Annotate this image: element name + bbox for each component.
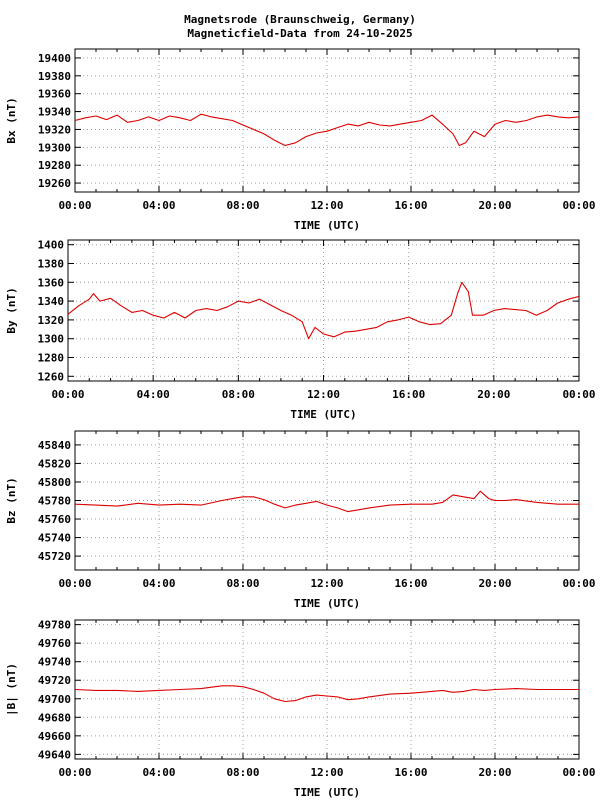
chart-title-line-1: Magnetsrode (Braunschweig, Germany) xyxy=(184,13,416,26)
by-xtick-label: 04:00 xyxy=(137,388,170,401)
by-xtick-label: 00:00 xyxy=(51,388,84,401)
by-ytick-label: 1320 xyxy=(38,314,65,327)
btotal-series-line xyxy=(74,685,579,703)
by-series-line xyxy=(67,281,580,340)
bz-ytick-label: 45760 xyxy=(38,513,71,526)
btotal-ytick-label: 49780 xyxy=(38,619,71,632)
bz-ytick-label: 45800 xyxy=(38,476,71,489)
by-ytick-label: 1400 xyxy=(38,239,65,252)
btotal-xtick-label: 04:00 xyxy=(142,766,175,779)
bx-xtick-label: 08:00 xyxy=(226,199,259,212)
bz-series-line xyxy=(74,490,579,513)
bz-plot-frame xyxy=(74,430,580,571)
btotal-xtick-label: 16:00 xyxy=(394,766,427,779)
btotal-ytick-label: 49700 xyxy=(38,693,71,706)
bz-ytick-label: 45820 xyxy=(38,457,71,470)
bz-ytick-label: 45720 xyxy=(38,550,71,563)
btotal-xtick-label: 00:00 xyxy=(58,766,91,779)
btotal-ytick-label: 49760 xyxy=(38,637,71,650)
bz-xlabel: TIME (UTC) xyxy=(294,597,360,610)
bx-xtick-label: 20:00 xyxy=(478,199,511,212)
bz-ylabel: Bz (nT) xyxy=(5,477,18,523)
bx-xtick-label: 16:00 xyxy=(394,199,427,212)
btotal-ytick-label: 49660 xyxy=(38,730,71,743)
bx-xtick-label: 00:00 xyxy=(58,199,91,212)
btotal-xtick-label: 00:00 xyxy=(562,766,595,779)
bx-xtick-label: 04:00 xyxy=(142,199,175,212)
by-ytick-label: 1280 xyxy=(38,352,65,365)
bx-ytick-label: 19260 xyxy=(38,177,71,190)
bx-ytick-label: 19300 xyxy=(38,141,71,154)
btotal-ylabel: |B| (nT) xyxy=(5,663,18,716)
by-ylabel: By (nT) xyxy=(5,287,18,333)
bx-ytick-label: 19320 xyxy=(38,123,71,136)
btotal-ytick-label: 49720 xyxy=(38,674,71,687)
bx-ytick-label: 19360 xyxy=(38,88,71,101)
bx-ytick-label: 19340 xyxy=(38,106,71,119)
by-plot-frame xyxy=(67,239,580,382)
bx-xtick-label: 12:00 xyxy=(310,199,343,212)
bx-ytick-label: 19280 xyxy=(38,159,71,172)
chart-title-line-2: Magneticfield-Data from 24-10-2025 xyxy=(187,27,413,40)
btotal-xtick-label: 08:00 xyxy=(226,766,259,779)
by-ytick-label: 1340 xyxy=(38,295,65,308)
btotal-ytick-label: 49740 xyxy=(38,656,71,669)
bz-xtick-label: 08:00 xyxy=(226,577,259,590)
bz-xtick-label: 12:00 xyxy=(310,577,343,590)
by-xtick-label: 08:00 xyxy=(222,388,255,401)
bz-ytick-label: 45740 xyxy=(38,532,71,545)
by-xlabel: TIME (UTC) xyxy=(290,408,356,421)
btotal-ytick-label: 49680 xyxy=(38,711,71,724)
btotal-xtick-label: 12:00 xyxy=(310,766,343,779)
bx-ylabel: Bx (nT) xyxy=(5,97,18,143)
bz-xtick-label: 04:00 xyxy=(142,577,175,590)
bx-ytick-label: 19400 xyxy=(38,52,71,65)
by-ytick-label: 1360 xyxy=(38,276,65,289)
bx-series-line xyxy=(74,113,580,147)
bx-xtick-label: 00:00 xyxy=(562,199,595,212)
bz-xtick-label: 20:00 xyxy=(478,577,511,590)
bx-xlabel: TIME (UTC) xyxy=(294,219,360,232)
by-xtick-label: 20:00 xyxy=(477,388,510,401)
btotal-xtick-label: 20:00 xyxy=(478,766,511,779)
by-xtick-label: 00:00 xyxy=(562,388,595,401)
by-xtick-label: 12:00 xyxy=(307,388,340,401)
bz-ytick-label: 45840 xyxy=(38,439,71,452)
bz-ytick-label: 45780 xyxy=(38,495,71,508)
by-xtick-label: 16:00 xyxy=(392,388,425,401)
btotal-xlabel: TIME (UTC) xyxy=(294,786,360,799)
btotal-ytick-label: 49640 xyxy=(38,748,71,761)
bz-xtick-label: 16:00 xyxy=(394,577,427,590)
bx-ytick-label: 19380 xyxy=(38,70,71,83)
bz-xtick-label: 00:00 xyxy=(58,577,91,590)
by-ytick-label: 1380 xyxy=(38,258,65,271)
bz-xtick-label: 00:00 xyxy=(562,577,595,590)
by-ytick-label: 1300 xyxy=(38,333,65,346)
by-ytick-label: 1260 xyxy=(38,370,65,383)
